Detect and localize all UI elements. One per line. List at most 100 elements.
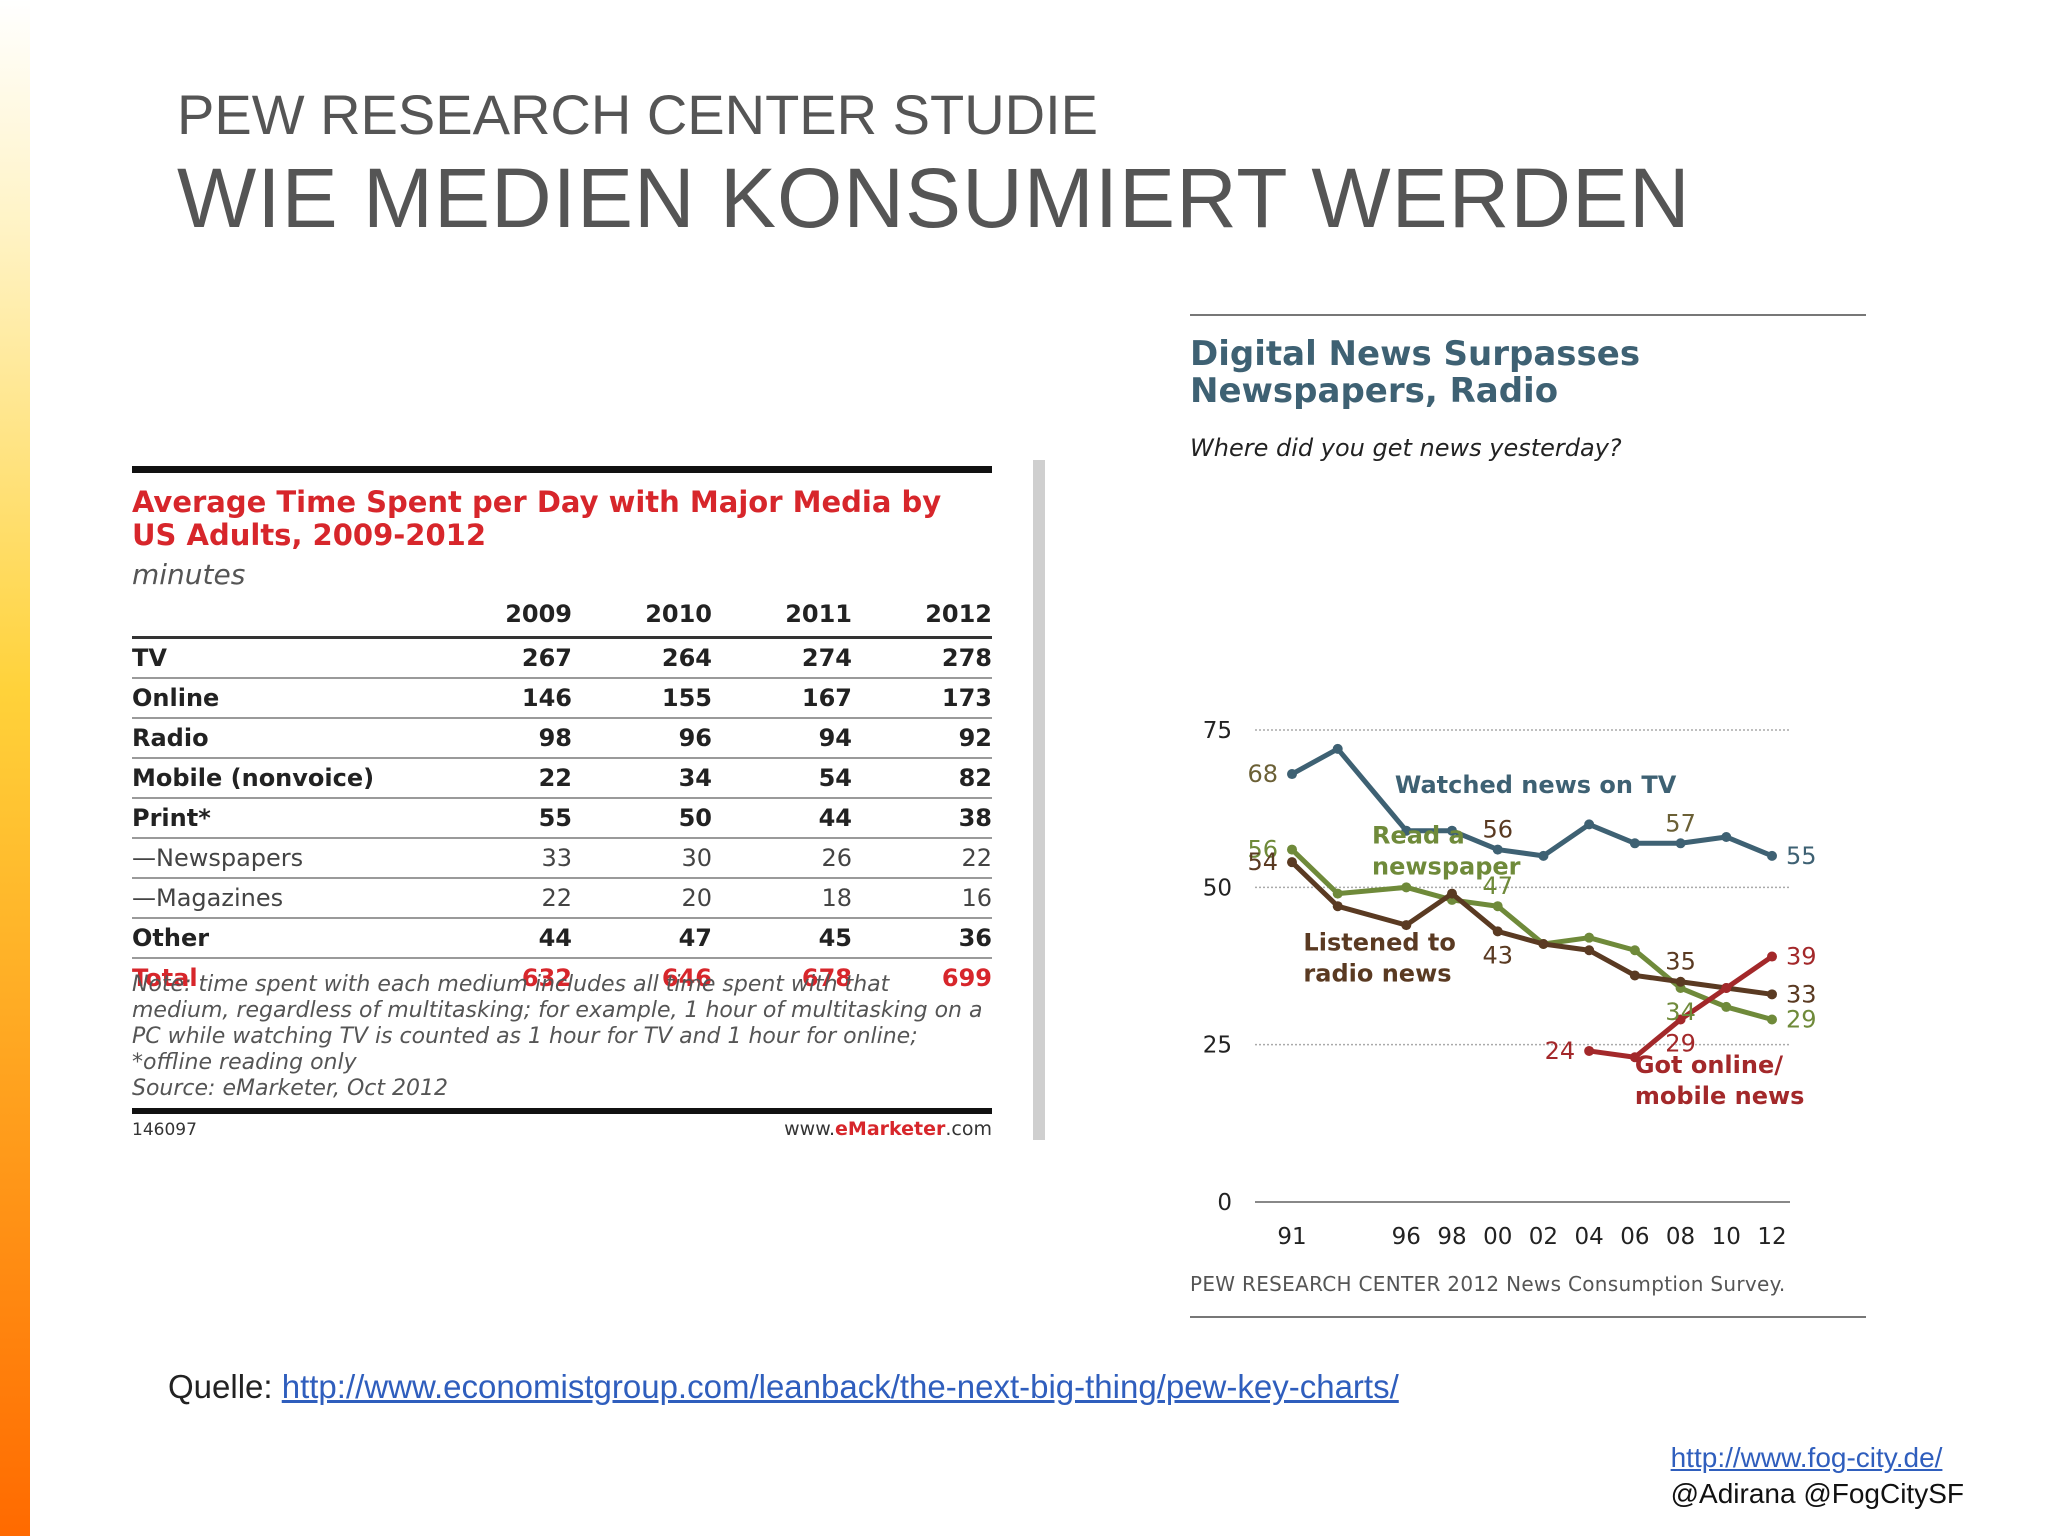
cell-value: 92 [852,718,992,759]
data-point [1767,850,1777,861]
footer-source: Quelle: http://www.economistgroup.com/le… [168,1368,1399,1406]
row-label: Print* [132,798,432,839]
cell-value: 55 [432,798,572,839]
cell-value: 30 [572,838,712,879]
row-label: Total [132,964,198,992]
cell-value: 18 [712,878,852,919]
cell-value: 34 [572,758,712,799]
table-row: Total 632 646 678 699 [132,958,992,997]
x-tick-label: 96 [1392,1224,1421,1250]
data-point [1447,825,1457,836]
row-label: Mobile (nonvoice) [132,758,432,799]
table-source: Source: eMarketer, Oct 2012 [132,1076,448,1101]
table-unit: minutes [132,558,246,591]
footer-credits: http://www.fog-city.de/ @Adirana @FogCit… [1671,1440,1964,1512]
cell-value: 94 [712,718,852,759]
cell-value: 82 [852,758,992,799]
cell-value: 44 [712,798,852,839]
data-point [1287,857,1297,868]
table-header-row: 2009 2010 2011 2012 [132,592,992,639]
series-label: Watched news on TV [1395,771,1677,799]
x-tick-label: 06 [1620,1224,1649,1250]
slide-title: WIE MEDIEN KONSUMIERT WERDEN [177,151,1691,245]
x-tick-label: 08 [1666,1224,1695,1250]
x-tick-label: 12 [1757,1224,1786,1250]
accent-gradient-bar [0,0,30,1536]
footer-handles: @Adirana @FogCitySF [1670,1478,1964,1509]
brand-bold: eMarketer [835,1118,946,1140]
row-label: Other [132,918,432,959]
footer-site-link[interactable]: http://www.fog-city.de/ [1670,1442,1943,1473]
data-label: 43 [1482,941,1513,969]
table-id: 146097 [132,1120,197,1140]
data-label: 29 [1665,1029,1696,1057]
cell-value: 22 [432,878,572,919]
chart-bottom-rule [1190,1316,1866,1318]
series-label: Read a [1372,821,1465,849]
table-row: Print* 55 50 44 38 [132,798,992,839]
cell-value: 699 [941,964,992,992]
data-point [1675,838,1686,849]
cell-value: 173 [852,678,992,719]
cell-value: 22 [432,758,572,799]
data-point [1492,844,1503,855]
cell-value: 146 [432,678,572,719]
data-point [1767,989,1777,1000]
x-tick-label: 10 [1712,1224,1741,1250]
cell-value: 274 [712,637,852,679]
data-label: 33 [1786,980,1817,1008]
data-point [1675,1014,1686,1025]
data-label: 29 [1786,1005,1817,1033]
row-label: Online [132,678,432,719]
cell-value: 50 [572,798,712,839]
y-tick-label: 25 [1203,1033,1232,1059]
row-label: TV [132,637,432,679]
data-label: 39 [1786,943,1817,971]
table-note: Note: time spent with each medium includ… [132,972,992,1102]
chart-source: PEW RESEARCH CENTER 2012 News Consumptio… [1190,1272,1786,1296]
footer-source-label: Quelle: [168,1368,282,1405]
table-row: —Newspapers 33 30 26 22 [132,838,992,879]
y-tick-label: 75 [1203,718,1232,744]
data-label: 55 [1786,842,1817,870]
data-label: 47 [1482,872,1513,900]
cell-value: 98 [432,718,572,759]
table-row: Other 44 47 45 36 [132,918,992,959]
data-label: 57 [1665,809,1696,837]
row-label: —Magazines [132,878,432,919]
data-point [1767,1014,1777,1025]
cell-value: 47 [572,918,712,959]
series-label: radio news [1303,959,1451,987]
table-bottom-rule [132,1108,992,1114]
cell-value: 267 [432,637,572,679]
cell-value: 44 [432,918,572,959]
series-label: Listened to [1303,928,1455,956]
x-tick-label: 98 [1437,1224,1466,1250]
table-note-text: Note: time spent with each medium includ… [132,972,983,1075]
data-point [1538,850,1549,861]
data-label: 56 [1247,836,1278,864]
table-top-rule [132,466,992,473]
cell-value: 20 [572,878,712,919]
data-point [1332,901,1343,912]
data-label: 68 [1247,760,1278,788]
cell-value: 22 [852,838,992,879]
data-point [1401,920,1412,931]
table-brand: www.eMarketer.com [784,1118,992,1140]
x-tick-label: 00 [1483,1224,1512,1250]
data-point [1538,938,1549,949]
cell-value: 632 [521,964,572,992]
cell-value: 155 [572,678,712,719]
data-point [1629,1052,1640,1063]
chart-top-rule [1190,314,1866,316]
footer-source-link[interactable]: http://www.economistgroup.com/leanback/t… [281,1368,1399,1405]
cell-value: 45 [712,918,852,959]
y-tick-label: 0 [1217,1190,1232,1216]
y-tick-label: 50 [1203,875,1232,901]
chart-subtitle: Where did you get news yesterday? [1190,434,1622,462]
data-point [1584,1045,1595,1056]
table-row: TV 267 264 274 278 [132,637,992,679]
cell-value: 96 [572,718,712,759]
table-header-year: 2010 [572,592,712,639]
